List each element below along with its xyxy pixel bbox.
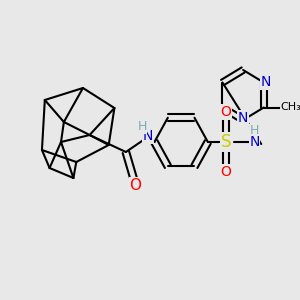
Text: N: N xyxy=(249,135,260,149)
Text: H: H xyxy=(137,121,147,134)
Text: N: N xyxy=(238,111,248,125)
Text: O: O xyxy=(129,178,141,193)
Text: H: H xyxy=(250,124,259,137)
Text: N: N xyxy=(142,129,153,143)
Text: O: O xyxy=(220,105,231,119)
Text: O: O xyxy=(220,165,231,179)
Text: S: S xyxy=(221,133,231,151)
Text: N: N xyxy=(260,76,271,89)
Text: CH₃: CH₃ xyxy=(280,103,300,112)
